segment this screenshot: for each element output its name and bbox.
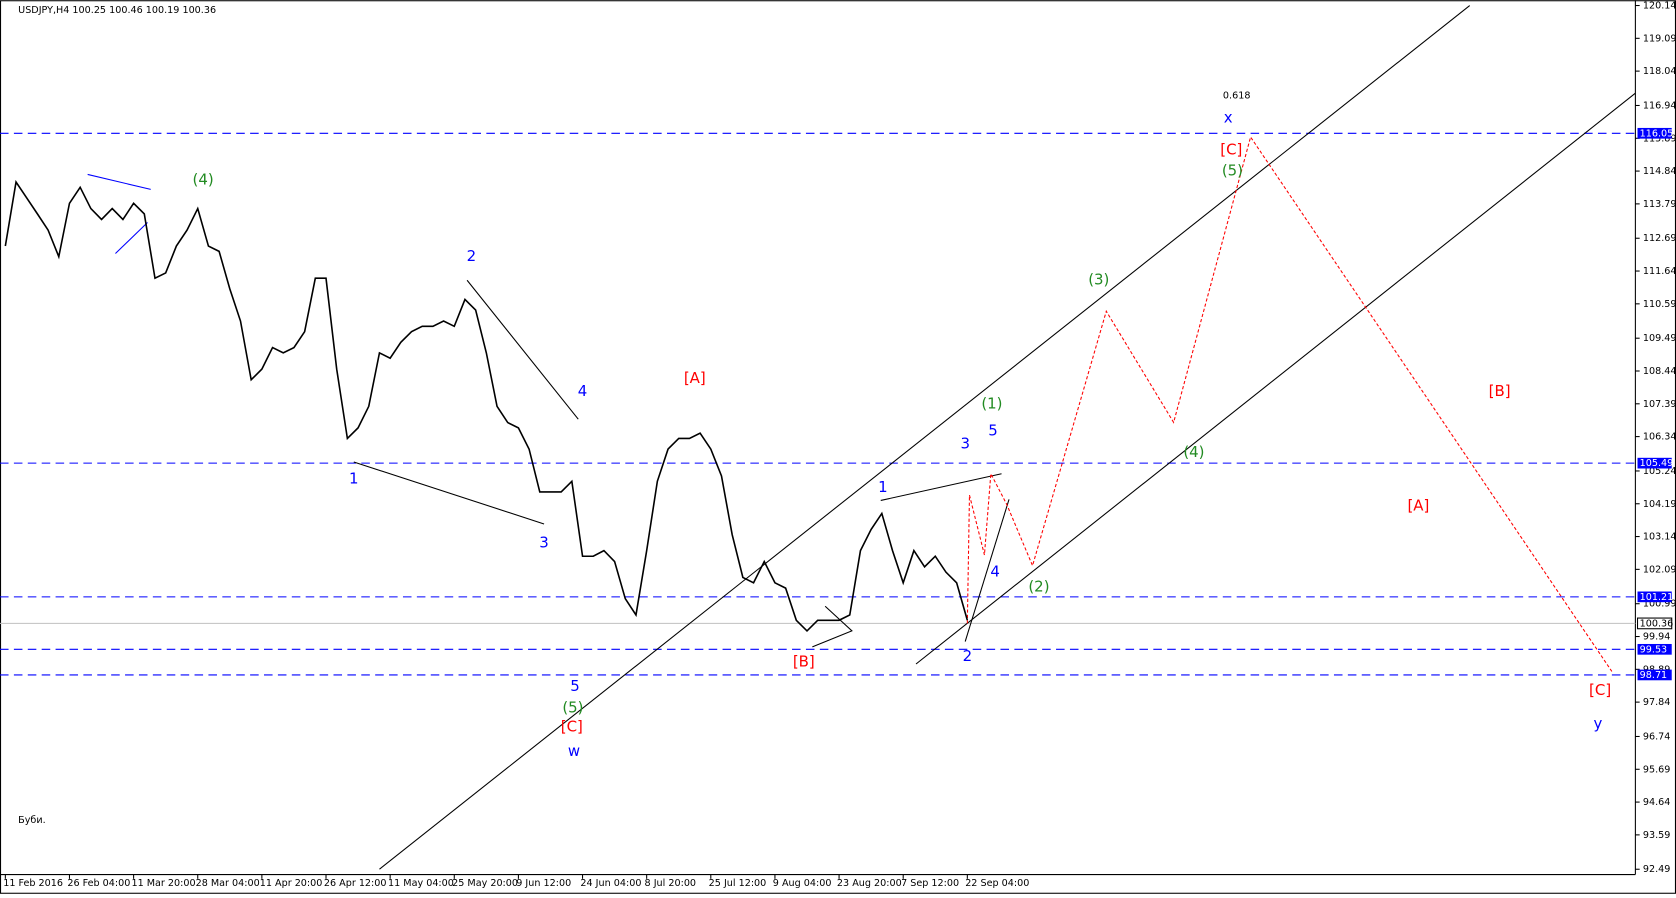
y-tick-label: 99.94 — [1643, 632, 1671, 643]
x-tick-label: 11 Feb 2016 — [3, 878, 63, 889]
price-label: 100.36 — [1640, 618, 1674, 629]
wave-label: w — [568, 742, 580, 760]
y-tick-label: 108.44 — [1643, 366, 1676, 377]
y-tick-label: 119.09 — [1643, 33, 1676, 44]
wave-label: 4 — [990, 563, 1000, 581]
wave-label: 1 — [878, 478, 888, 496]
x-tick-label: 26 Feb 04:00 — [67, 878, 130, 889]
level-tag — [1637, 643, 1672, 655]
wave-label: [C] — [1220, 140, 1242, 158]
note: Буби. — [18, 815, 46, 826]
drawing — [379, 5, 1471, 870]
x-tick-label: 9 Aug 04:00 — [773, 878, 832, 889]
wave-label: [C] — [1589, 681, 1611, 699]
level-tag — [1637, 669, 1672, 681]
level-tag — [1637, 591, 1672, 603]
level-label: 98.71 — [1640, 670, 1668, 681]
y-tick-label: 95.69 — [1643, 764, 1671, 775]
x-tick-label: 25 May 20:00 — [452, 878, 518, 889]
y-tick-label: 111.64 — [1643, 266, 1676, 277]
wave-label: [B] — [793, 652, 815, 670]
y-tick-label: 116.94 — [1643, 100, 1676, 111]
wave-label: y — [1594, 714, 1603, 732]
y-tick-label: 113.79 — [1643, 199, 1676, 210]
wave-label: (4) — [1183, 443, 1204, 461]
x-tick-label: 11 May 04:00 — [388, 878, 454, 889]
drawing — [115, 222, 148, 254]
y-tick-label: 102.09 — [1643, 564, 1676, 575]
x-tick-label: 25 Jul 12:00 — [709, 878, 767, 889]
x-tick-label: 24 Jun 04:00 — [580, 878, 641, 889]
wave-label: 4 — [578, 382, 588, 400]
y-tick-label: 104.19 — [1643, 499, 1676, 510]
wave-label: [A] — [684, 369, 706, 387]
x-tick-label: 8 Jul 20:00 — [645, 878, 697, 889]
chart-title: USDJPY,H4 100.25 100.46 100.19 100.36 — [18, 5, 216, 16]
drawing — [87, 173, 151, 190]
drawing — [880, 473, 1002, 501]
y-tick-label: 92.49 — [1643, 864, 1671, 875]
x-tick-label: 26 Apr 12:00 — [324, 878, 387, 889]
y-tick-label: 103.14 — [1643, 532, 1676, 543]
x-tick-label: 22 Sep 04:00 — [965, 878, 1029, 889]
y-tick-label: 115.89 — [1643, 133, 1676, 144]
wave-label: 1 — [349, 470, 359, 488]
y-tick-label: 107.39 — [1643, 399, 1676, 410]
wave-label: x — [1224, 108, 1233, 126]
y-tick-label: 114.84 — [1643, 166, 1676, 177]
y-tick-label: 96.74 — [1643, 731, 1671, 742]
y-tick-label: 106.34 — [1643, 432, 1676, 443]
y-tick-label: 100.99 — [1643, 599, 1676, 610]
wave-label: 2 — [963, 647, 973, 665]
wave-label: 3 — [539, 534, 549, 552]
wave-label: [A] — [1407, 496, 1429, 514]
y-tick-label: 94.64 — [1643, 797, 1671, 808]
level-label: 101.21 — [1640, 592, 1674, 603]
wave-label: 2 — [467, 247, 477, 265]
drawing — [966, 135, 1613, 672]
y-tick-label: 97.84 — [1643, 697, 1671, 708]
y-tick-label: 93.59 — [1643, 830, 1671, 841]
price-tag — [1636, 617, 1673, 630]
drawing — [915, 92, 1636, 665]
y-tick-label: 109.49 — [1643, 333, 1676, 344]
x-tick-label: 23 Aug 20:00 — [837, 878, 902, 889]
wave-label: 0.618 — [1223, 90, 1251, 101]
drawing — [353, 461, 545, 525]
y-tick-label: 118.04 — [1643, 66, 1676, 77]
drawing — [466, 279, 579, 420]
x-tick-label: 9 Jun 12:00 — [516, 878, 571, 889]
x-tick-label: 11 Mar 20:00 — [131, 878, 195, 889]
wave-label: [B] — [1489, 382, 1511, 400]
wave-label: [C] — [561, 718, 583, 736]
y-tick-label: 105.24 — [1643, 466, 1676, 477]
y-tick-label: 110.59 — [1643, 299, 1676, 310]
level-label: 116.05 — [1640, 128, 1674, 139]
wave-label: (3) — [1088, 271, 1109, 289]
wave-label: (4) — [192, 170, 213, 188]
wave-label: 3 — [960, 434, 970, 452]
wave-label: 5 — [988, 421, 998, 439]
wave-label: (5) — [562, 698, 583, 716]
level-tag — [1637, 127, 1672, 139]
x-tick-label: 28 Mar 04:00 — [196, 878, 260, 889]
level-tag — [1637, 457, 1672, 469]
x-tick-label: 11 Apr 20:00 — [260, 878, 323, 889]
level-label: 105.49 — [1640, 458, 1674, 469]
drawing — [964, 499, 1010, 642]
y-tick-label: 112.69 — [1643, 233, 1676, 244]
y-tick-label: 120.14 — [1643, 1, 1676, 12]
price-line — [4, 179, 969, 633]
wave-label: (1) — [981, 395, 1002, 413]
wave-label: (2) — [1028, 578, 1049, 596]
drawing — [812, 605, 853, 648]
x-tick-label: 7 Sep 12:00 — [901, 878, 959, 889]
wave-label: (5) — [1222, 162, 1243, 180]
wave-label: 5 — [570, 677, 580, 695]
level-label: 99.53 — [1640, 644, 1668, 655]
